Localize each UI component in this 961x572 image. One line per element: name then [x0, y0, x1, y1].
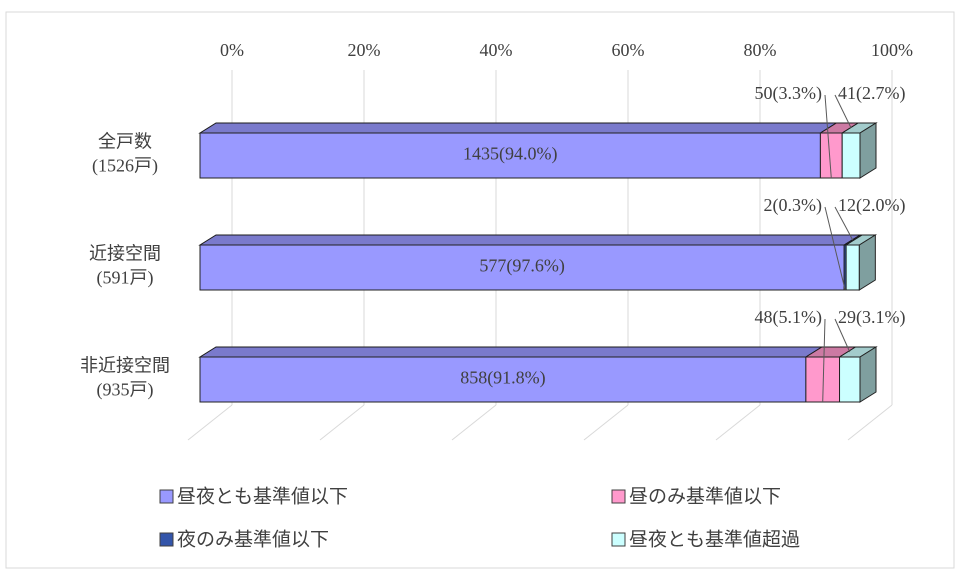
x-tick-label: 80%	[744, 40, 777, 60]
value-label: 2(0.3%)	[764, 195, 822, 216]
bar-side	[858, 234, 876, 291]
value-label: 29(3.1%)	[838, 307, 905, 328]
legend-label: 昼夜とも基準値超過	[629, 529, 800, 551]
x-tick-label: 100%	[871, 40, 913, 60]
legend-label: 昼のみ基準値以下	[629, 486, 781, 508]
bar	[841, 132, 861, 179]
value-label: 12(2.0%)	[838, 195, 905, 216]
floor-grid-line	[451, 404, 497, 441]
legend-swatch	[611, 489, 626, 504]
leader-line	[822, 318, 826, 403]
x-tick-label: 20%	[348, 40, 381, 60]
floor-grid-line	[187, 404, 233, 441]
y-tick-label: 近接空間(591戸)	[89, 244, 161, 289]
bar	[199, 244, 845, 291]
floor-grid-line	[715, 404, 761, 441]
leader-line	[834, 94, 852, 129]
value-label: 858(91.8%)	[460, 368, 545, 389]
value-label: 41(2.7%)	[838, 83, 905, 104]
bar-top	[198, 122, 839, 134]
bar	[839, 356, 861, 403]
leader-line	[824, 206, 846, 291]
x-tick-label: 40%	[480, 40, 513, 60]
bar-top	[198, 346, 824, 358]
x-tick-label: 0%	[220, 40, 244, 60]
legend-label: 昼夜とも基準値以下	[177, 486, 348, 508]
bar-side	[859, 122, 877, 179]
bar-side	[859, 346, 877, 403]
bar	[845, 244, 860, 291]
value-label: 577(97.6%)	[479, 256, 564, 277]
value-label: 1435(94.0%)	[463, 144, 557, 165]
floor-grid-line	[319, 404, 365, 441]
floor-grid-line	[583, 404, 629, 441]
y-tick-label: 全戸数(1526戸)	[92, 132, 158, 177]
bar	[199, 132, 821, 179]
leader-line	[834, 318, 851, 353]
leader-line	[834, 206, 854, 241]
y-tick-label: 非近接空間(935戸)	[80, 356, 170, 401]
bar	[199, 356, 807, 403]
x-tick-label: 60%	[612, 40, 645, 60]
floor-grid-line	[847, 404, 893, 441]
legend-label: 夜のみ基準値以下	[177, 529, 329, 551]
bar-top	[198, 234, 862, 246]
bar	[819, 132, 843, 179]
legend-swatch	[611, 532, 626, 547]
value-label: 48(5.1%)	[755, 307, 822, 328]
legend-swatch	[159, 532, 174, 547]
value-label: 50(3.3%)	[755, 83, 822, 104]
legend-swatch	[159, 489, 174, 504]
leader-line	[824, 94, 832, 179]
